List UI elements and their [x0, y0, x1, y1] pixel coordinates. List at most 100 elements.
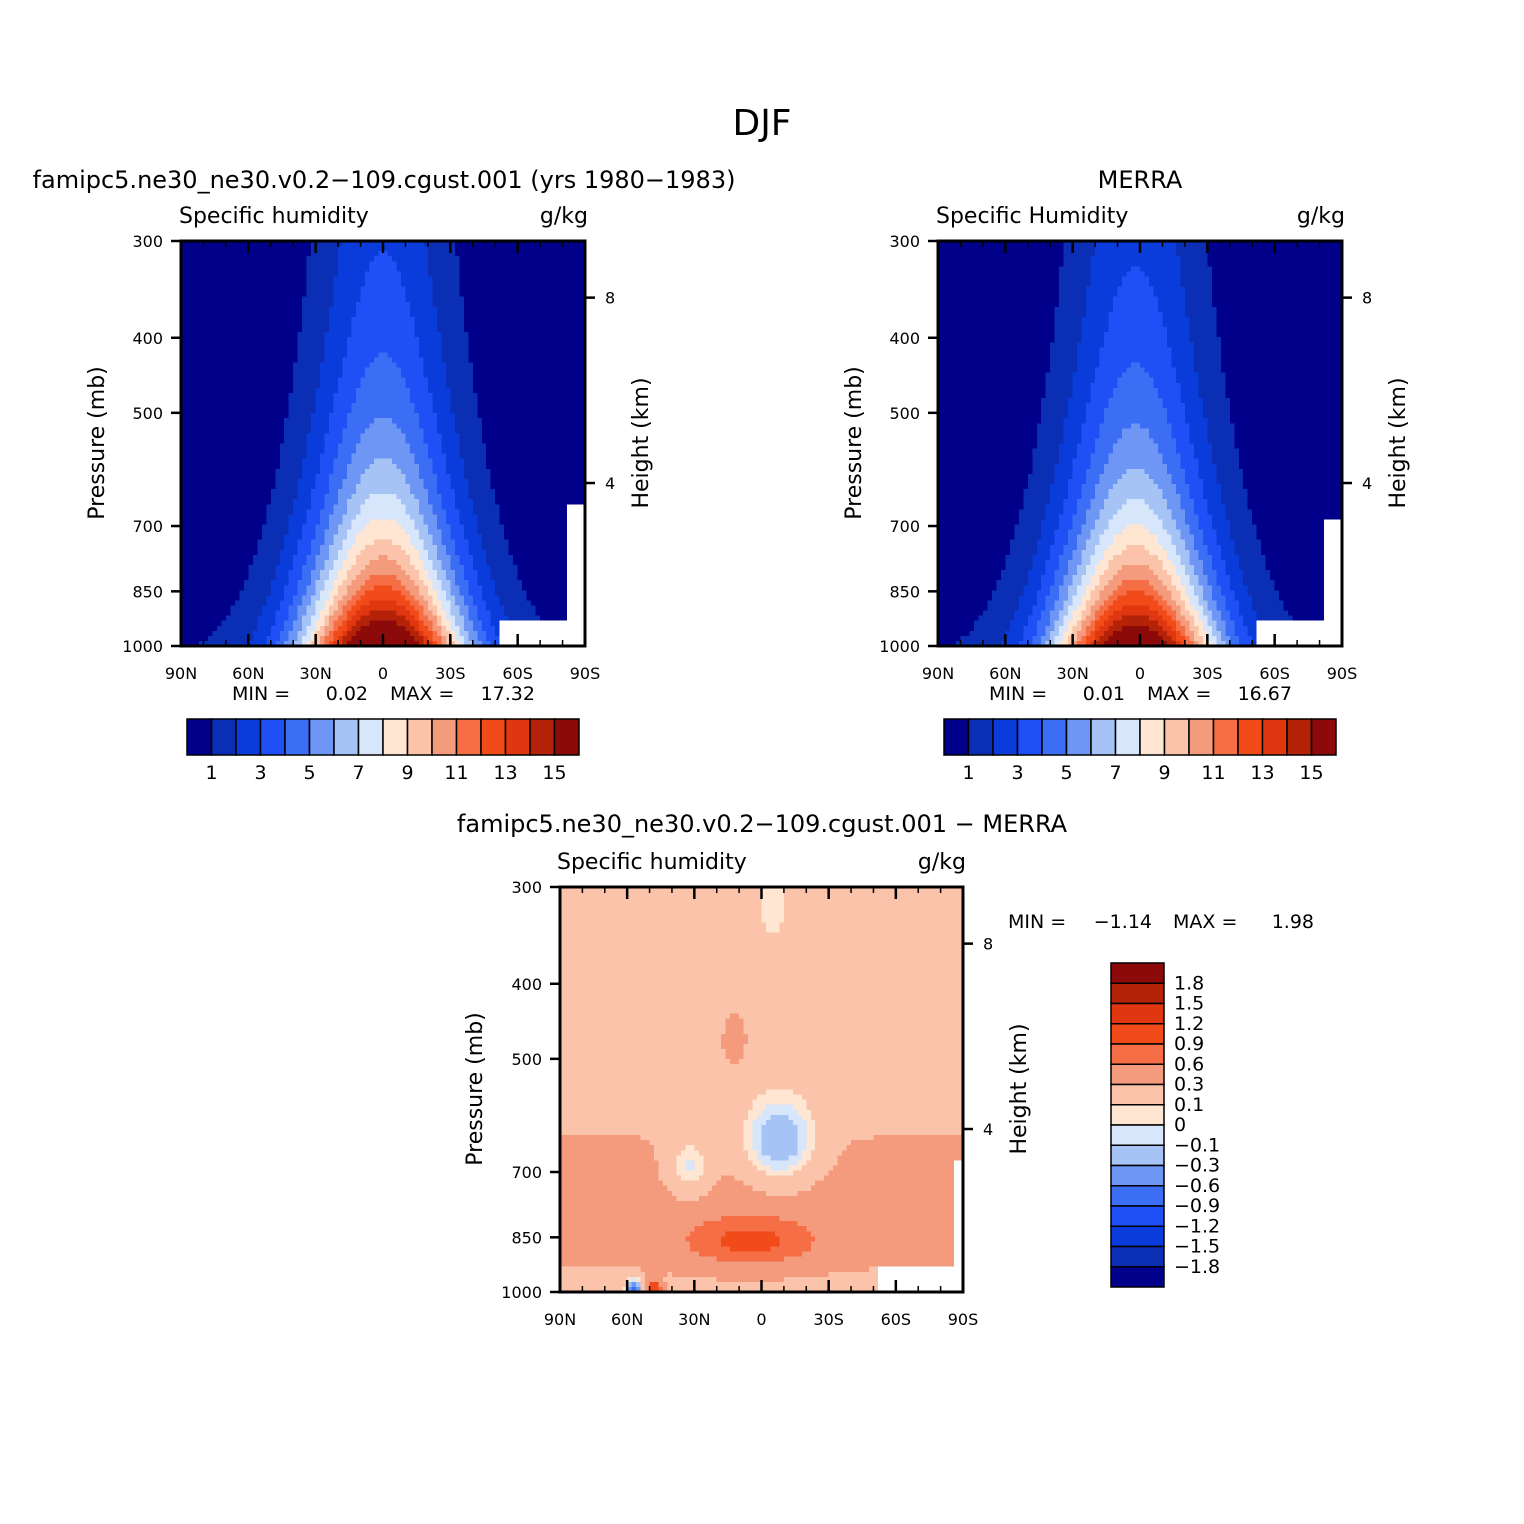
contour-cell: [284, 620, 294, 627]
contour-cell: [1157, 630, 1168, 637]
contour-cell: [324, 443, 339, 450]
contour-cell: [1104, 342, 1168, 348]
contour-cell: [481, 539, 510, 546]
contour-cell: [1234, 595, 1253, 602]
contour-cell: [351, 544, 366, 551]
contour-cell: [1193, 367, 1222, 374]
contour-cell: [288, 392, 317, 399]
contour-cell: [1261, 539, 1325, 546]
contour-cell: [365, 281, 402, 288]
contour-cell: [1207, 261, 1343, 267]
contour-cell: [306, 433, 326, 440]
contour-cell: [315, 610, 321, 617]
contour-cell: [418, 600, 429, 607]
contour-cell: [181, 286, 308, 293]
contour-cell: [436, 322, 465, 328]
colorbar-box: [529, 718, 556, 756]
contour-cell: [284, 590, 299, 596]
panel-diff-max-value: 1.98: [1272, 911, 1314, 933]
contour-cell: [1144, 544, 1164, 551]
contour-cell: [387, 554, 411, 561]
contour-cell: [1090, 595, 1101, 602]
contour-cell: [1211, 301, 1343, 308]
contour-cell: [365, 565, 402, 571]
contour-cell: [427, 387, 451, 394]
contour-cell: [454, 246, 586, 252]
contour-cell: [783, 907, 964, 913]
contour-cell: [1050, 635, 1056, 642]
contour-cell: [324, 352, 348, 359]
colorbar-box: [992, 718, 1019, 756]
contour-cell: [297, 484, 317, 490]
contour-cell: [320, 509, 335, 515]
contour-cell: [627, 1281, 633, 1288]
contour-cell: [987, 600, 1020, 607]
contour-cell: [560, 1175, 660, 1182]
contour-cell: [1036, 600, 1047, 607]
contour-cell: [703, 1160, 754, 1167]
contour-cell: [369, 600, 398, 607]
contour-cell: [1175, 524, 1190, 531]
contour-cell: [1148, 549, 1168, 556]
contour-cell: [481, 625, 496, 632]
contour-cell: [221, 620, 258, 627]
contour-cell: [468, 549, 487, 556]
contour-cell: [1184, 605, 1195, 612]
contour-cell: [347, 534, 357, 541]
contour-cell: [960, 635, 1006, 642]
contour-cell: [324, 565, 335, 571]
contour-cell: [1225, 600, 1240, 607]
contour-cell: [1198, 595, 1204, 602]
contour-cell: [567, 575, 586, 581]
contour-cell: [459, 433, 483, 440]
contour-cell: [1238, 559, 1267, 566]
contour-cell: [1086, 413, 1105, 419]
contour-cell: [1086, 408, 1105, 414]
contour-cell: [436, 595, 447, 602]
contour-cell: [954, 1175, 964, 1182]
contour-cell: [1153, 291, 1186, 298]
contour-cell: [1122, 504, 1150, 510]
contour-cell: [1211, 554, 1222, 561]
contour-cell: [1023, 590, 1038, 596]
contour-cell: [1032, 453, 1060, 460]
contour-cell: [463, 327, 586, 333]
contour-cell: [423, 438, 442, 445]
contour-cell: [1077, 453, 1092, 460]
contour-cell: [938, 362, 1051, 369]
contour-cell: [311, 499, 326, 505]
contour-cell: [198, 640, 249, 647]
contour-cell: [1220, 337, 1343, 343]
contour-cell: [938, 286, 1060, 293]
contour-cell: [1157, 484, 1177, 490]
contour-cell: [432, 620, 438, 627]
contour-cell: [725, 1028, 745, 1035]
contour-cell: [427, 246, 456, 252]
contour-cell: [779, 1241, 812, 1248]
contour-cell: [1229, 635, 1240, 642]
contour-cell: [333, 600, 339, 607]
contour-cell: [1211, 281, 1343, 288]
contour-cell: [356, 534, 411, 541]
contour-cell: [454, 489, 469, 495]
contour-cell: [1175, 630, 1181, 637]
contour-cell: [938, 519, 1020, 526]
contour-cell: [938, 387, 1047, 394]
contour-cell: [1229, 403, 1343, 409]
contour-cell: [468, 585, 483, 591]
contour-cell: [297, 342, 326, 348]
contour-cell: [1252, 519, 1325, 526]
contour-cell: [938, 357, 1051, 364]
contour-cell: [414, 519, 424, 526]
contour-cell: [1252, 595, 1280, 602]
contour-cell: [694, 1145, 745, 1151]
contour-cell: [347, 554, 357, 561]
contour-cell: [560, 947, 964, 954]
contour-cell: [1027, 570, 1047, 576]
contour-cell: [293, 625, 303, 632]
contour-cell: [1211, 443, 1235, 450]
contour-cell: [288, 615, 299, 622]
contour-cell: [1059, 301, 1087, 308]
contour-cell: [436, 575, 447, 581]
contour-cell: [1171, 433, 1190, 440]
